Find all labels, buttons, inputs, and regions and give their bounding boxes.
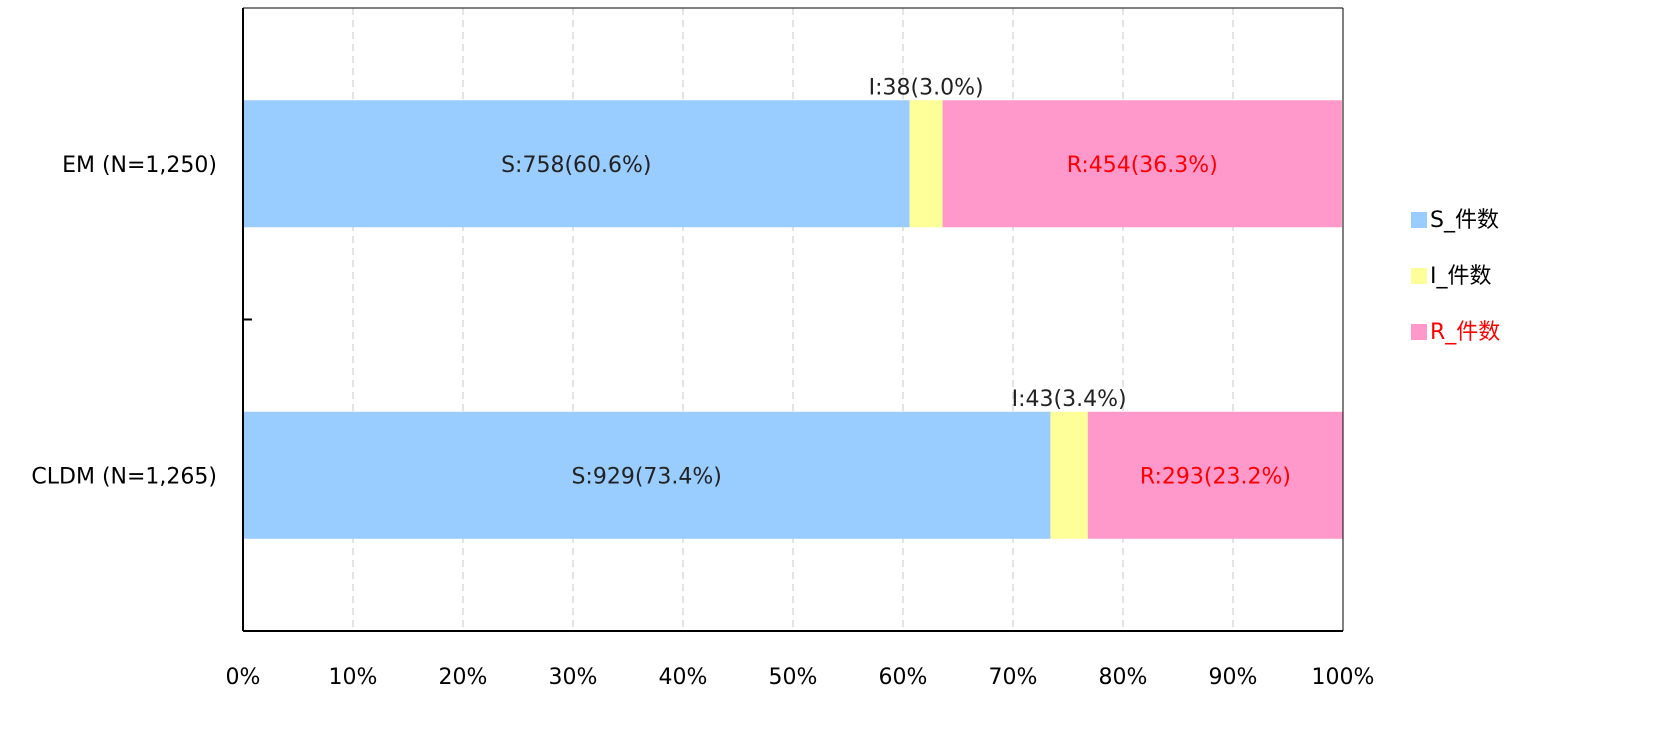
legend-label: I_件数 xyxy=(1430,264,1492,289)
bar-segment xyxy=(1087,411,1343,539)
data-label: R:454(36.3%) xyxy=(1067,153,1218,178)
x-tick-label: 70% xyxy=(989,665,1038,690)
legend-swatch xyxy=(1411,268,1427,284)
legend-swatch xyxy=(1411,324,1427,340)
bar-segment xyxy=(243,100,910,228)
bar-segment xyxy=(243,411,1051,539)
bar-segment xyxy=(942,100,1342,228)
data-label: I:38(3.0%) xyxy=(869,75,984,100)
x-tick-label: 0% xyxy=(226,665,261,690)
legend-label: S_件数 xyxy=(1430,208,1499,233)
data-label: R:293(23.2%) xyxy=(1140,464,1291,489)
x-tick-label: 50% xyxy=(769,665,818,690)
x-tick-label: 100% xyxy=(1312,665,1375,690)
category-label: EM (N=1,250) xyxy=(62,153,217,178)
bar-segment xyxy=(909,100,943,228)
legend-swatch xyxy=(1411,212,1427,228)
x-tick-label: 20% xyxy=(439,665,488,690)
x-tick-label: 80% xyxy=(1099,665,1148,690)
data-label: S:758(60.6%) xyxy=(501,153,651,178)
x-tick-label: 10% xyxy=(329,665,378,690)
x-tick-label: 90% xyxy=(1209,665,1258,690)
x-tick-label: 30% xyxy=(549,665,598,690)
legend-label: R_件数 xyxy=(1430,320,1500,345)
x-tick-label: 40% xyxy=(659,665,708,690)
x-tick-label: 60% xyxy=(879,665,928,690)
data-label: I:43(3.4%) xyxy=(1012,387,1127,412)
category-label: CLDM (N=1,265) xyxy=(31,464,217,489)
bar-segment xyxy=(1050,411,1088,539)
data-label: S:929(73.4%) xyxy=(571,464,721,489)
